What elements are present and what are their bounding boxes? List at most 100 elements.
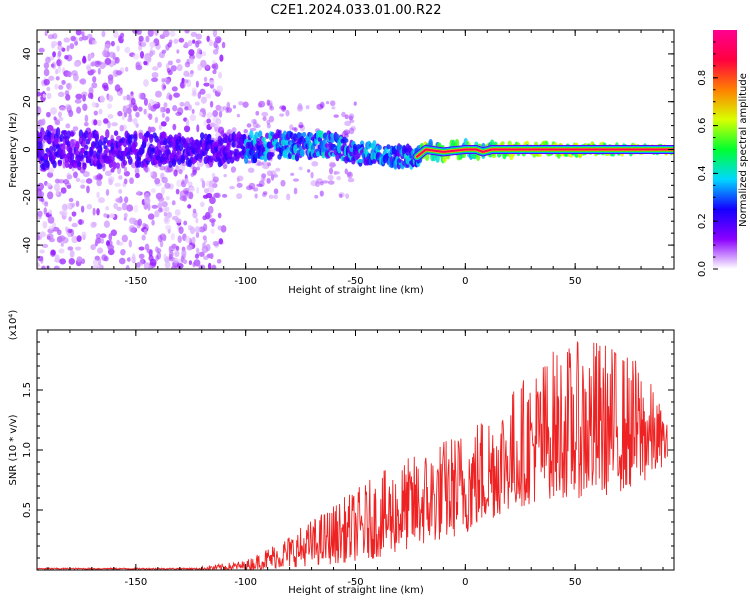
spectrogram-cell bbox=[372, 158, 377, 164]
spectrogram-speckle bbox=[65, 83, 71, 89]
spectrogram-cell bbox=[48, 145, 54, 155]
spectrogram-speckle bbox=[151, 71, 159, 79]
spectrogram-speckle bbox=[66, 45, 70, 52]
spectrogram-speckle bbox=[136, 261, 141, 268]
spectrogram-speckle bbox=[268, 194, 274, 200]
spectrogram-speckle bbox=[161, 49, 167, 54]
spectrogram-cell bbox=[335, 133, 340, 142]
spectrogram-speckle bbox=[53, 265, 60, 269]
spectrogram-speckle bbox=[133, 204, 139, 213]
spectrogram-speckle bbox=[58, 235, 66, 242]
spectrogram-speckle bbox=[59, 258, 67, 265]
spectrogram-speckle bbox=[71, 202, 75, 208]
spectrogram-speckle bbox=[92, 259, 99, 266]
spectrogram-speckle bbox=[242, 101, 249, 108]
spectrogram-speckle bbox=[165, 224, 172, 231]
spectrogram-speckle bbox=[188, 104, 192, 111]
spectrogram-cell bbox=[122, 160, 128, 166]
spectrogram-speckle bbox=[125, 265, 130, 269]
spectrogram-cell bbox=[47, 137, 52, 145]
spectrogram-cell bbox=[261, 136, 266, 143]
spectrogram-speckle bbox=[159, 165, 166, 171]
spectrogram-cell bbox=[286, 146, 291, 154]
spectrogram-speckle bbox=[164, 216, 169, 223]
spectrogram-cell bbox=[284, 140, 289, 146]
spectrogram-cell bbox=[87, 131, 92, 142]
spectrogram-ridge bbox=[416, 148, 674, 158]
spectrogram-cell bbox=[136, 161, 142, 168]
spectrogram-speckle bbox=[165, 206, 170, 212]
spectrogram-cell bbox=[122, 137, 128, 148]
spectrogram-speckle bbox=[86, 65, 92, 71]
spectrogram-speckle bbox=[92, 207, 96, 216]
spectrogram-speckle bbox=[187, 40, 193, 47]
spectrogram-speckle bbox=[221, 193, 228, 198]
spectrogram-speckle bbox=[115, 70, 123, 76]
spectrogram-cell bbox=[161, 131, 166, 139]
spectrogram-speckle bbox=[123, 196, 129, 204]
spectrogram-speckle bbox=[154, 116, 159, 124]
spectrogram-cell bbox=[62, 129, 68, 136]
spectrogram-speckle bbox=[98, 174, 103, 180]
snr-x-label: Height of straight line (km) bbox=[288, 585, 424, 596]
spectrogram-speckle bbox=[61, 79, 66, 85]
spectrogram-speckle bbox=[189, 114, 197, 122]
spectrogram-speckle bbox=[105, 188, 110, 196]
spectrogram-speckle bbox=[157, 196, 165, 202]
spectrogram-speckle bbox=[131, 253, 136, 261]
y-tick-label: -20 bbox=[22, 189, 33, 205]
spectrogram-speckle bbox=[71, 211, 77, 217]
spectrogram-cell bbox=[105, 148, 110, 154]
spectrogram-speckle bbox=[117, 110, 123, 117]
spectrogram-speckle bbox=[169, 250, 174, 258]
spectrogram-cell bbox=[500, 141, 505, 146]
spectrogram-speckle bbox=[333, 114, 339, 118]
spectrogram-speckle bbox=[67, 232, 71, 238]
spectrogram-speckle bbox=[43, 78, 50, 86]
spectrogram-speckle bbox=[209, 100, 214, 108]
spectrogram-cell bbox=[157, 149, 163, 156]
spectrogram-speckle bbox=[128, 239, 133, 248]
spectrogram-speckle bbox=[39, 249, 45, 254]
spectrogram-speckle bbox=[319, 190, 324, 197]
spectrogram-speckle bbox=[126, 257, 131, 262]
spectrogram-cell bbox=[219, 137, 224, 146]
spectrogram-speckle bbox=[64, 104, 72, 110]
spectrogram-speckle bbox=[149, 258, 157, 267]
spectrogram-speckle bbox=[85, 178, 93, 184]
spectrogram-speckle bbox=[184, 61, 191, 68]
spectrogram-speckle bbox=[161, 112, 166, 118]
spectrogram-speckle bbox=[203, 82, 210, 87]
spectrogram-speckle bbox=[135, 64, 143, 71]
spectrogram-speckle bbox=[81, 35, 89, 41]
colorbar-scale bbox=[713, 30, 737, 269]
spectrogram-speckle bbox=[41, 265, 46, 269]
spectrogram-speckle bbox=[212, 48, 219, 55]
spectrogram-speckle bbox=[157, 234, 163, 243]
spectrogram-speckle bbox=[95, 233, 102, 240]
spectrogram-speckle bbox=[126, 107, 132, 115]
spectrogram-cell bbox=[428, 138, 433, 147]
spectrogram-speckle bbox=[209, 122, 216, 128]
spectrogram-cell bbox=[52, 160, 57, 169]
spectrogram-speckle bbox=[155, 255, 159, 261]
spectrogram-speckle bbox=[293, 187, 298, 195]
spectrogram-speckle bbox=[169, 30, 176, 37]
spectrogram-cell bbox=[145, 130, 150, 138]
spectrogram-speckle bbox=[69, 250, 75, 258]
spectrogram-speckle bbox=[143, 196, 151, 205]
spectrogram-speckle bbox=[188, 49, 195, 56]
spectrogram-speckle bbox=[345, 193, 350, 199]
spectrogram-speckle bbox=[170, 65, 177, 72]
spectrogram-speckle bbox=[46, 235, 51, 240]
spectrogram-speckle bbox=[177, 235, 182, 243]
spectrogram-speckle bbox=[144, 243, 150, 251]
spectrogram-speckle bbox=[188, 57, 194, 65]
spectrogram-speckle bbox=[47, 171, 54, 178]
spectrogram-speckle bbox=[79, 78, 87, 85]
spectrogram-speckle bbox=[143, 60, 148, 66]
spectrogram-speckle bbox=[339, 193, 343, 199]
spectrogram-cell bbox=[98, 145, 103, 154]
spectrogram-speckle bbox=[200, 59, 207, 68]
spectrogram-speckle bbox=[307, 169, 311, 173]
